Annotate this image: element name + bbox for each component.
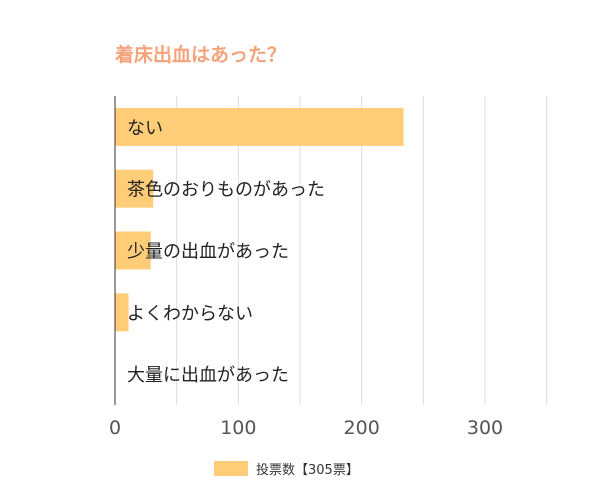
x-tick-label: 300 xyxy=(467,417,503,439)
bar xyxy=(115,293,129,332)
bar xyxy=(115,231,151,270)
bar xyxy=(115,107,404,146)
category-label: 茶色のおりものがあった xyxy=(127,180,325,201)
legend-swatch xyxy=(214,461,248,476)
category-label: 少量の出血があった xyxy=(127,242,289,263)
x-tick-label: 200 xyxy=(344,417,380,439)
bar xyxy=(115,169,154,208)
x-tick-label: 0 xyxy=(109,417,121,439)
category-label: 大量に出血があった xyxy=(127,365,289,386)
x-tick-label: 100 xyxy=(220,417,256,439)
legend[interactable]: 投票数【305票】 xyxy=(214,459,359,478)
category-label: よくわからない xyxy=(127,303,253,324)
legend-label: 投票数【305票】 xyxy=(256,463,359,478)
chart-title: 着床出血はあった？ xyxy=(115,44,287,66)
category-label: ない xyxy=(127,118,163,139)
